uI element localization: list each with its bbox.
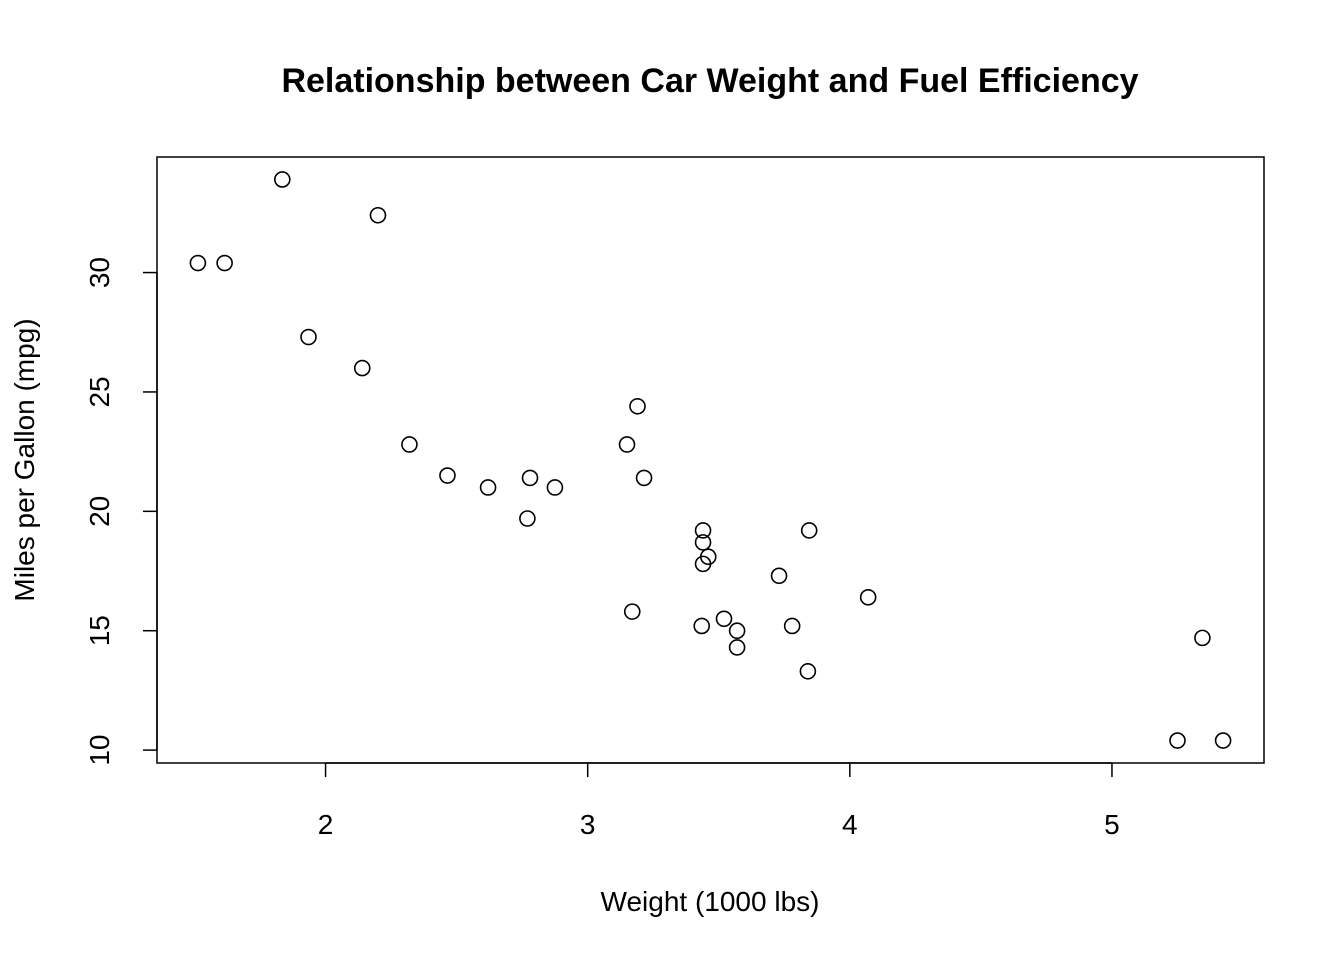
data-point — [694, 534, 712, 551]
y-tick-label: 15 — [84, 615, 115, 646]
data-point — [519, 510, 536, 527]
data-point — [300, 328, 317, 346]
data-point — [1214, 732, 1232, 749]
data-point — [693, 617, 711, 635]
x-axis-label: Weight (1000 lbs) — [601, 886, 820, 917]
x-axis: 2 3 4 5 — [318, 762, 1120, 840]
data-point — [618, 436, 636, 453]
plot-frame — [156, 156, 1265, 764]
data-point — [715, 610, 733, 628]
y-tick-label: 10 — [84, 735, 115, 766]
chart-title: Relationship between Car Weight and Fuel… — [281, 62, 1138, 100]
data-point — [521, 469, 539, 487]
x-tick-label: 4 — [842, 809, 858, 840]
data-point — [728, 639, 746, 656]
y-tick-label: 30 — [84, 257, 115, 288]
data-point — [353, 359, 371, 377]
data-point — [439, 467, 456, 484]
data-points — [189, 171, 1232, 749]
data-point — [216, 254, 233, 272]
data-point — [1169, 732, 1186, 749]
x-tick-label: 5 — [1104, 809, 1120, 840]
data-point — [799, 663, 817, 680]
y-axis: 10 15 20 25 30 — [84, 257, 158, 766]
data-point — [728, 622, 746, 640]
x-tick-label: 3 — [580, 809, 596, 840]
data-point — [694, 555, 712, 573]
data-point — [783, 617, 801, 635]
x-tick-label: 2 — [318, 809, 334, 840]
data-point — [635, 469, 653, 487]
y-axis-label: Miles per Gallon (mpg) — [9, 318, 40, 601]
data-point — [189, 254, 207, 272]
data-point — [694, 522, 712, 539]
data-point — [623, 603, 641, 620]
data-point — [274, 171, 291, 188]
data-point — [479, 479, 497, 496]
data-point — [629, 397, 646, 415]
data-point — [770, 567, 788, 585]
data-point — [546, 479, 564, 496]
data-point — [401, 436, 418, 453]
data-point — [859, 588, 877, 606]
data-point — [369, 206, 387, 224]
y-tick-label: 25 — [84, 376, 115, 407]
data-point — [800, 522, 818, 539]
y-tick-label: 20 — [84, 496, 115, 527]
data-point — [1194, 629, 1211, 647]
